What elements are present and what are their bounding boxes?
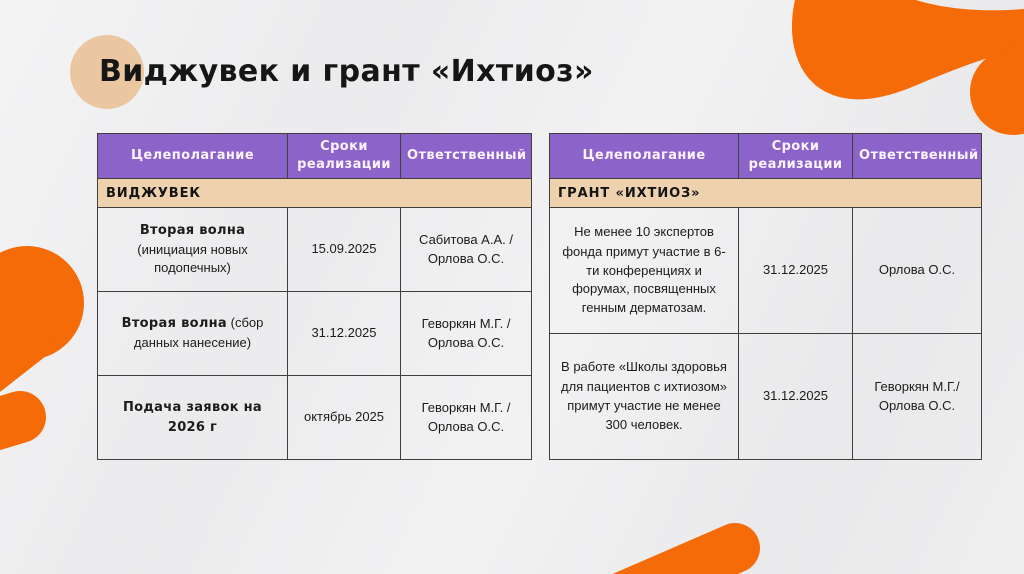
right-edge-circle-shape	[970, 49, 1024, 135]
goal-cell: Вторая волна (сбор данных нанесение)	[97, 291, 288, 376]
owner-cell: Орлова О.С.	[852, 207, 982, 334]
goal-lead-text: Вторая волна	[121, 316, 227, 332]
left-edge-pill-shape	[0, 391, 46, 451]
table-vyjuvek: Целеполагание Сроки реализации Ответстве…	[97, 133, 532, 460]
table-header-row: Целеполагание Сроки реализации Ответстве…	[549, 133, 982, 179]
owner-cell: Геворкян М.Г. / Орлова О.С.	[400, 375, 532, 460]
table-row: Подача заявок на 2026 г октябрь 2025 Гев…	[97, 375, 532, 460]
owner-cell: Геворкян М.Г. / Орлова О.С.	[400, 291, 532, 376]
deadline-cell: октябрь 2025	[287, 375, 401, 460]
table-row: В работе «Школы здоровья для пациентов с…	[549, 333, 982, 460]
goal-lead-text: Вторая волна	[139, 222, 246, 238]
column-header-deadline: Сроки реализации	[738, 133, 853, 179]
goal-cell: Подача заявок на 2026 г	[97, 375, 288, 460]
goal-rest-text: (сбор данных нанесение)	[133, 315, 264, 350]
table-grant-ichthyosis: Целеполагание Сроки реализации Ответстве…	[549, 133, 982, 460]
left-edge-blob-tail-shape	[0, 285, 60, 392]
column-header-goal: Целеполагание	[549, 133, 739, 179]
section-row: ВИДЖУВЕК	[97, 178, 532, 208]
owner-cell: Геворкян М.Г./ Орлова О.С.	[852, 333, 982, 460]
title-accent-circle	[70, 35, 144, 109]
owner-cell: Сабитова А.А. / Орлова О.С.	[400, 207, 532, 292]
section-title: ВИДЖУВЕК	[97, 178, 532, 208]
goal-cell: Вторая волна (инициация новых подопечных…	[97, 207, 288, 292]
deadline-cell: 31.12.2025	[738, 207, 853, 334]
deadline-cell: 31.12.2025	[738, 333, 853, 460]
table-row: Вторая волна (инициация новых подопечных…	[97, 207, 532, 292]
column-header-deadline: Сроки реализации	[287, 133, 401, 179]
table-header-row: Целеполагание Сроки реализации Ответстве…	[97, 133, 532, 179]
goal-rest-text: Не менее 10 экспертов фонда примут участ…	[562, 223, 726, 316]
top-right-swoosh-shape	[791, 0, 1024, 100]
column-header-goal: Целеполагание	[97, 133, 288, 179]
goal-cell: Не менее 10 экспертов фонда примут участ…	[549, 207, 739, 334]
page-title: Виджувек и грант «Ихтиоз»	[99, 54, 594, 89]
deadline-cell: 15.09.2025	[287, 207, 401, 292]
goal-cell: В работе «Школы здоровья для пациентов с…	[549, 333, 739, 460]
goal-lead-text: Подача заявок на 2026 г	[122, 399, 263, 435]
right-circle-tail-shape	[978, 42, 1024, 74]
goal-rest-text: В работе «Школы здоровья для пациентов с…	[560, 359, 727, 432]
section-row: ГРАНТ «ИХТИОЗ»	[549, 178, 982, 208]
table-row: Вторая волна (сбор данных нанесение) 31.…	[97, 291, 532, 376]
deadline-cell: 31.12.2025	[287, 291, 401, 376]
column-header-owner: Ответственный	[852, 133, 982, 179]
bottom-swoosh-shape	[612, 523, 760, 574]
left-edge-blob-shape	[0, 246, 84, 360]
table-row: Не менее 10 экспертов фонда примут участ…	[549, 207, 982, 334]
goal-rest-text: (инициация новых подопечных)	[137, 241, 248, 276]
column-header-owner: Ответственный	[400, 133, 532, 179]
section-title: ГРАНТ «ИХТИОЗ»	[549, 178, 982, 208]
